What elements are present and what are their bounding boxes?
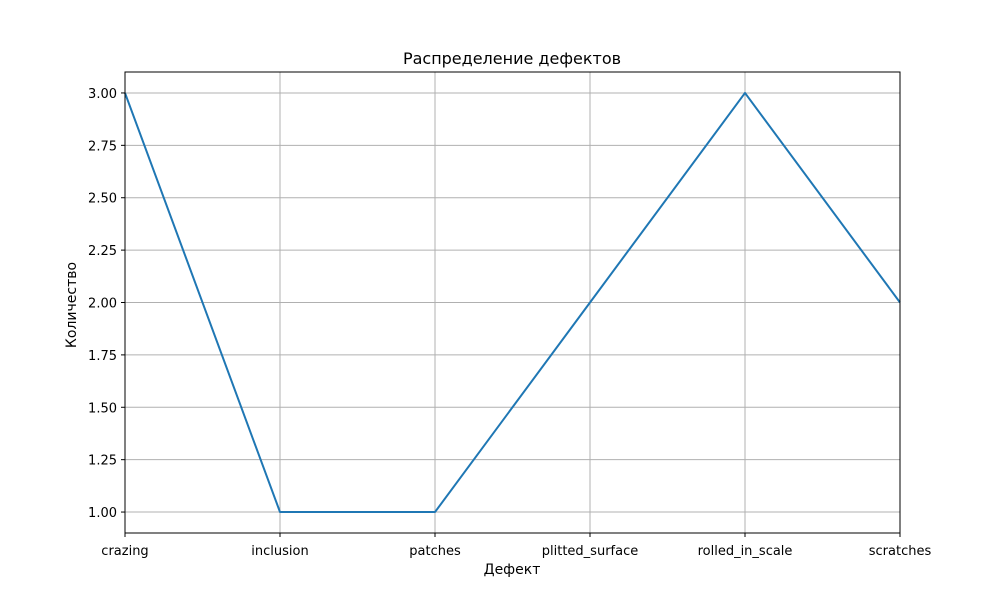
x-axis: crazing inclusion patches plitted_surface ro… [101,533,931,559]
y-tick-label: 2.50 [88,192,117,207]
x-tick-label: rolled_in_scale [698,544,793,559]
x-tick-label: patches [409,544,461,559]
y-axis-label: Количество [64,262,80,348]
y-tick-label: 1.75 [88,349,117,364]
y-tick-label: 2.75 [88,139,117,154]
y-tick-label: 2.25 [88,244,117,259]
y-tick-label: 1.50 [88,401,117,416]
y-tick-label: 1.00 [88,506,117,521]
x-axis-label: Дефект [484,562,541,578]
series-line [124,91,901,514]
y-axis: 1.00 1.25 1.50 1.75 2.00 2.25 2.50 2.75 3.00 [88,87,125,521]
x-tick-label: scratches [869,544,932,559]
y-tick-label: 3.00 [88,87,117,102]
grid [124,72,901,533]
x-tick-label: inclusion [251,544,308,559]
y-tick-label: 2.00 [88,297,117,312]
chart-title: Распределение дефектов [403,49,621,68]
y-tick-label: 1.25 [88,454,117,469]
x-tick-label: plitted_surface [542,544,638,559]
x-tick-label: crazing [101,544,148,559]
